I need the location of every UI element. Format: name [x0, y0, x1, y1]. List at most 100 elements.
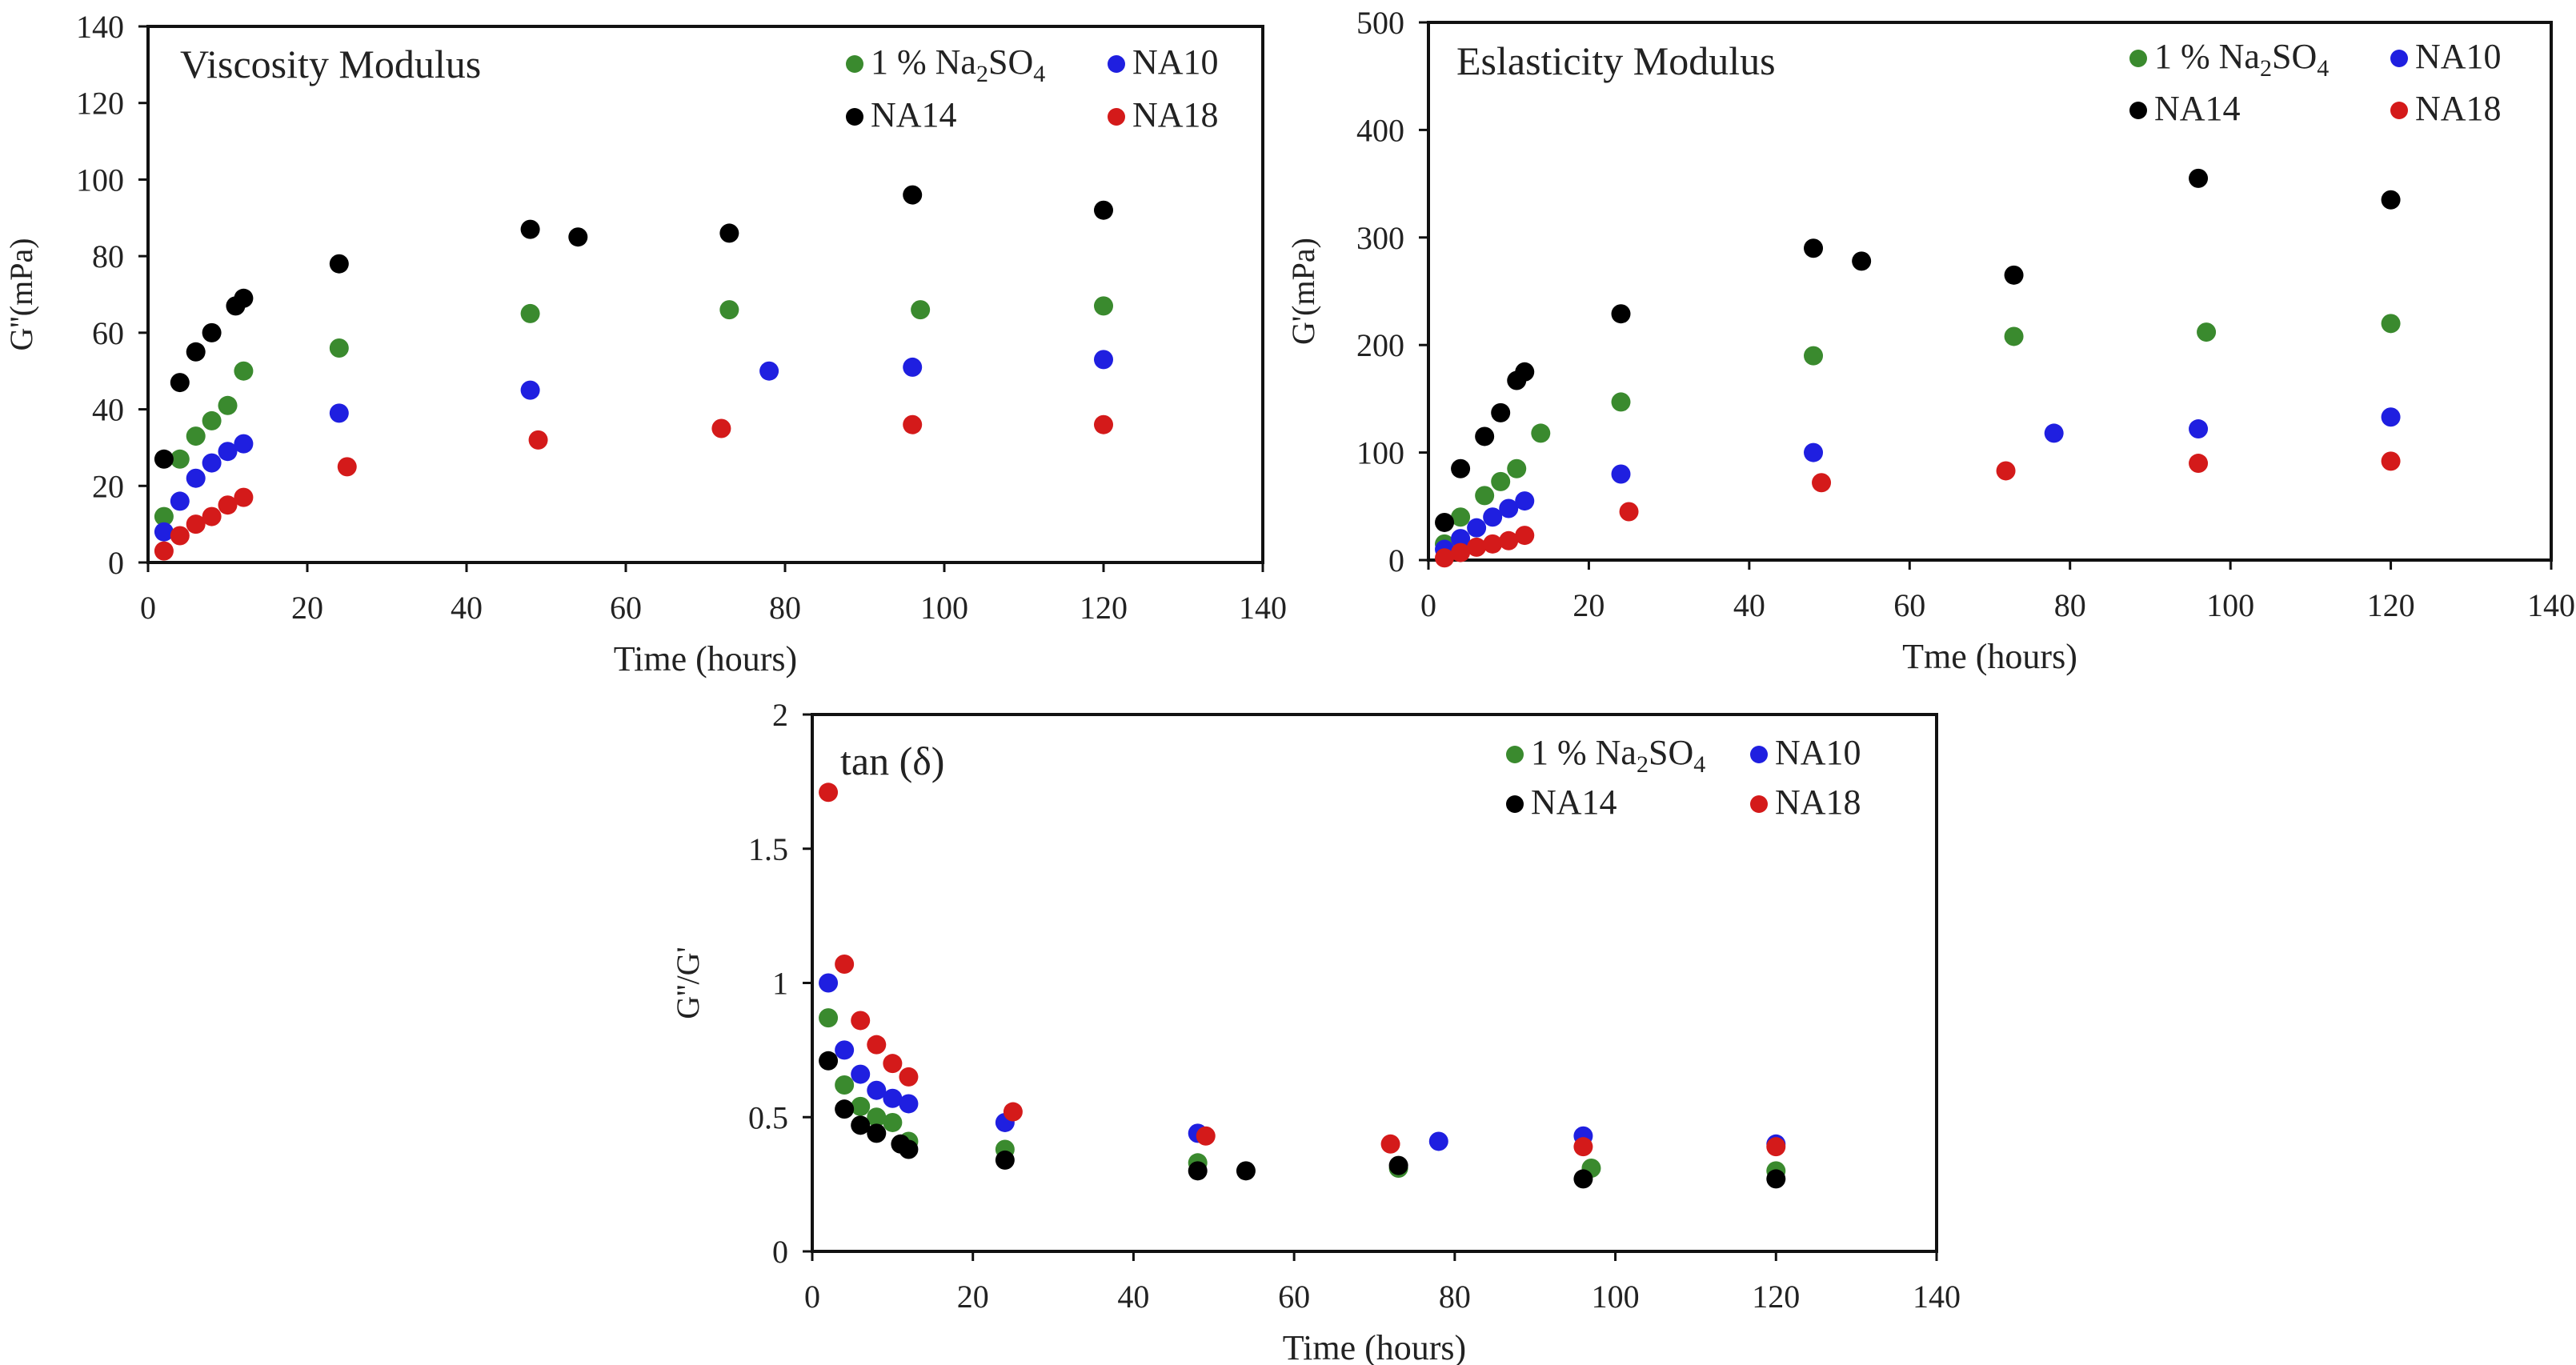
data-point: [1451, 507, 1471, 527]
series-na10: [154, 350, 1113, 542]
data-point: [759, 361, 779, 381]
legend-label-main: NA10: [1132, 42, 1219, 82]
x-tick-label: 120: [1752, 1279, 1800, 1315]
chart-tan: 0 20 40 60 80 100 120 140 0 0.5 1 1.5 2 Time (hours) G…: [670, 697, 1961, 1365]
data-point: [1428, 1131, 1448, 1151]
data-point: [899, 1094, 919, 1114]
legend-marker: [846, 55, 863, 73]
data-point: [899, 1067, 919, 1087]
legend-label-main: NA18: [1132, 95, 1219, 134]
data-point: [170, 449, 190, 469]
y-tick-label: 0: [1388, 542, 1404, 578]
data-point: [819, 1008, 839, 1028]
series-na14: [819, 1051, 1786, 1189]
data-point: [1094, 200, 1113, 220]
data-point: [1619, 502, 1639, 522]
y-tick-label: 0: [772, 1234, 788, 1270]
data-point: [202, 322, 222, 342]
data-point: [1766, 1137, 1786, 1157]
data-point: [2004, 265, 2024, 285]
legend-label-mid: SO: [1649, 733, 1693, 772]
data-point: [1094, 296, 1113, 316]
data-point: [903, 357, 923, 377]
x-tick-label: 0: [804, 1279, 820, 1315]
data-point: [1003, 1102, 1023, 1122]
y-tick-label: 0.5: [748, 1099, 788, 1135]
x-axis-label: Tme (hours): [1902, 637, 2077, 676]
data-point: [170, 373, 190, 393]
series-na18: [819, 783, 1786, 1157]
data-point: [1996, 461, 2016, 481]
x-tick-label: 140: [1913, 1279, 1961, 1315]
y-tick-label: 0: [108, 545, 124, 581]
data-point: [995, 1150, 1015, 1170]
legend-label-main: NA18: [1775, 783, 1861, 822]
x-tick-label: 120: [2367, 587, 2415, 623]
series-na10: [1435, 407, 2401, 559]
data-point: [819, 973, 839, 993]
data-point: [835, 1040, 855, 1060]
data-point: [1094, 350, 1113, 370]
data-point: [202, 410, 222, 430]
data-point: [2189, 454, 2209, 474]
x-tick-label: 20: [957, 1279, 989, 1315]
x-tick-label: 80: [769, 590, 801, 626]
data-point: [1804, 238, 1824, 258]
legend-label: NA14: [2154, 89, 2241, 128]
x-axis-label: Time (hours): [614, 639, 797, 678]
y-tick-label: 300: [1356, 220, 1404, 256]
legend-label-subscript: 2: [976, 61, 988, 87]
data-point: [1236, 1161, 1256, 1181]
series-na18: [1435, 451, 2401, 568]
data-point: [528, 430, 548, 450]
x-tick-label: 0: [1420, 587, 1436, 623]
data-point: [1812, 473, 1832, 493]
legend-label-main: 1 % Na: [871, 42, 976, 82]
data-point: [2004, 326, 2024, 346]
x-tick-label: 20: [1572, 587, 1604, 623]
x-tick-label: 120: [1080, 590, 1128, 626]
data-point: [1499, 530, 1519, 550]
legend-marker: [2390, 102, 2408, 119]
data-point: [1573, 1137, 1593, 1157]
y-tick-label: 400: [1356, 112, 1404, 148]
data-point: [186, 514, 206, 534]
chart-title: Viscosity Modulus: [180, 42, 481, 86]
data-point: [520, 380, 540, 400]
x-axis-label: Time (hours): [1283, 1328, 1466, 1365]
data-point: [2189, 168, 2209, 188]
data-point: [1451, 458, 1471, 478]
data-point: [1515, 491, 1535, 511]
data-point: [719, 300, 739, 320]
series-na14: [154, 185, 1113, 469]
legend-label: NA10: [2415, 37, 2502, 76]
legend-label: NA14: [871, 95, 957, 134]
legend-label-main: NA18: [2415, 89, 2502, 128]
data-point: [711, 418, 731, 438]
legend-label-subscript: 2: [2260, 55, 2272, 82]
data-point: [903, 185, 923, 205]
chart-viscosity: 0 20 40 60 80 100 120 140 0 20 40 60 80 100 120 140 Time…: [3, 9, 1287, 678]
x-tick-label: 60: [1278, 1279, 1310, 1315]
y-tick-label: 2: [772, 697, 788, 733]
y-tick-label: 140: [76, 9, 124, 45]
data-point: [218, 495, 238, 515]
data-point: [234, 361, 254, 381]
data-point: [2044, 423, 2064, 443]
y-axis-label: G''/G': [670, 947, 706, 1019]
x-tick-label: 140: [2527, 587, 2575, 623]
x-tick-label: 80: [1439, 1279, 1471, 1315]
data-point: [867, 1123, 887, 1143]
series-na14: [1435, 168, 2401, 532]
data-point: [851, 1064, 871, 1084]
data-point: [218, 442, 238, 462]
legend-marker: [1750, 746, 1768, 763]
data-point: [867, 1080, 887, 1100]
y-tick-label: 20: [92, 468, 124, 504]
legend-marker: [1108, 55, 1125, 73]
chart-title: Eslasticity Modulus: [1456, 38, 1776, 83]
series-1-na2so4: [1435, 314, 2401, 554]
y-tick-label: 120: [76, 86, 124, 122]
y-tick-label: 1.5: [748, 831, 788, 867]
